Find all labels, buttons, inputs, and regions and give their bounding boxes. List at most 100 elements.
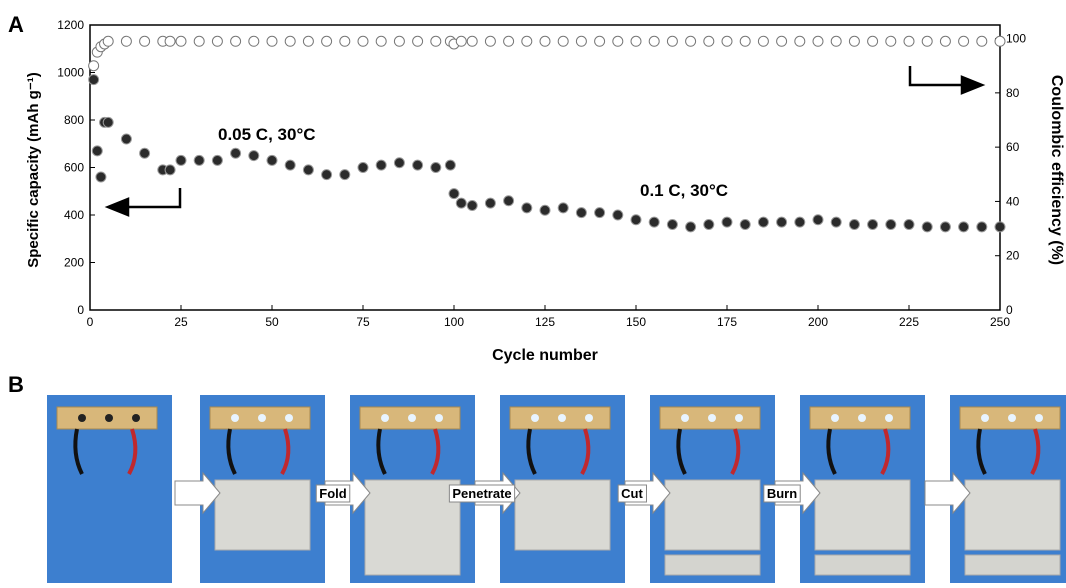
data-point — [686, 222, 696, 232]
data-point — [831, 217, 841, 227]
data-point — [886, 36, 896, 46]
data-point — [303, 165, 313, 175]
y2-axis-label: Coulombic efficiency (%) — [1048, 75, 1065, 265]
data-point — [995, 36, 1005, 46]
y2-tick-label: 80 — [1006, 86, 1020, 100]
data-point — [977, 222, 987, 232]
panel-label: B — [8, 372, 24, 397]
data-point — [886, 220, 896, 230]
step-label: Burn — [767, 486, 797, 501]
data-point — [704, 36, 714, 46]
y-tick-label: 0 — [77, 303, 84, 317]
data-point — [777, 36, 787, 46]
y-tick-label: 1000 — [57, 66, 84, 80]
data-point — [165, 165, 175, 175]
step-label: Fold — [319, 486, 346, 501]
data-point — [358, 163, 368, 173]
data-point — [522, 36, 532, 46]
terminal — [258, 414, 266, 422]
x-tick-label: 0 — [87, 315, 94, 329]
terminal — [105, 414, 113, 422]
x-tick-label: 25 — [174, 315, 188, 329]
data-point — [868, 36, 878, 46]
y2-tick-label: 60 — [1006, 140, 1020, 154]
data-point — [267, 36, 277, 46]
data-point — [558, 36, 568, 46]
data-point — [340, 170, 350, 180]
terminal — [831, 414, 839, 422]
data-point — [140, 148, 150, 158]
data-point — [813, 36, 823, 46]
data-point — [194, 155, 204, 165]
data-point — [89, 75, 99, 85]
terminal — [408, 414, 416, 422]
data-point — [431, 163, 441, 173]
data-point — [740, 36, 750, 46]
terminal — [132, 414, 140, 422]
data-point — [485, 36, 495, 46]
data-point — [249, 151, 259, 161]
data-point — [722, 36, 732, 46]
step-label: Penetrate — [452, 486, 511, 501]
data-point — [376, 160, 386, 170]
data-point — [813, 215, 823, 225]
data-point — [522, 203, 532, 213]
x-tick-label: 150 — [626, 315, 646, 329]
data-point — [212, 36, 222, 46]
data-point — [940, 222, 950, 232]
y2-tick-label: 20 — [1006, 249, 1020, 263]
data-point — [576, 36, 586, 46]
data-point — [456, 36, 466, 46]
data-point — [212, 155, 222, 165]
y-tick-label: 800 — [64, 113, 84, 127]
data-point — [667, 36, 677, 46]
data-point — [758, 217, 768, 227]
cut-piece — [965, 555, 1060, 575]
data-point — [358, 36, 368, 46]
left-arrow — [108, 188, 180, 215]
x-tick-label: 225 — [899, 315, 919, 329]
data-point — [576, 208, 586, 218]
terminal — [708, 414, 716, 422]
data-point — [667, 220, 677, 230]
data-point — [613, 210, 623, 220]
data-point — [485, 198, 495, 208]
y-tick-label: 1200 — [57, 18, 84, 32]
terminal — [435, 414, 443, 422]
data-point — [595, 36, 605, 46]
y2-tick-label: 100 — [1006, 32, 1026, 46]
data-point — [504, 196, 514, 206]
data-point — [449, 189, 459, 199]
data-point — [831, 36, 841, 46]
y2-tick-label: 0 — [1006, 303, 1013, 317]
data-point — [795, 36, 805, 46]
data-point — [89, 61, 99, 71]
plot-frame — [90, 25, 1000, 310]
terminal — [381, 414, 389, 422]
x-tick-label: 100 — [444, 315, 464, 329]
y-tick-label: 400 — [64, 208, 84, 222]
data-point — [558, 203, 568, 213]
data-point — [103, 117, 113, 127]
data-point — [121, 36, 131, 46]
data-point — [267, 155, 277, 165]
data-point — [922, 222, 932, 232]
data-point — [722, 217, 732, 227]
figure: A Cycle number Specific capacity (mAh g⁻… — [0, 0, 1066, 583]
pouch-cell — [515, 480, 610, 550]
terminal — [681, 414, 689, 422]
y-tick-label: 600 — [64, 161, 84, 175]
data-point — [249, 36, 259, 46]
data-point — [165, 36, 175, 46]
data-point — [194, 36, 204, 46]
x-tick-label: 125 — [535, 315, 555, 329]
data-point — [613, 36, 623, 46]
pouch-cell — [215, 480, 310, 550]
y2-tick-label: 40 — [1006, 194, 1020, 208]
data-point — [704, 220, 714, 230]
x-tick-label: 50 — [265, 315, 279, 329]
data-point — [467, 201, 477, 211]
terminal — [981, 414, 989, 422]
data-point — [231, 148, 241, 158]
step-label: Cut — [621, 486, 643, 501]
